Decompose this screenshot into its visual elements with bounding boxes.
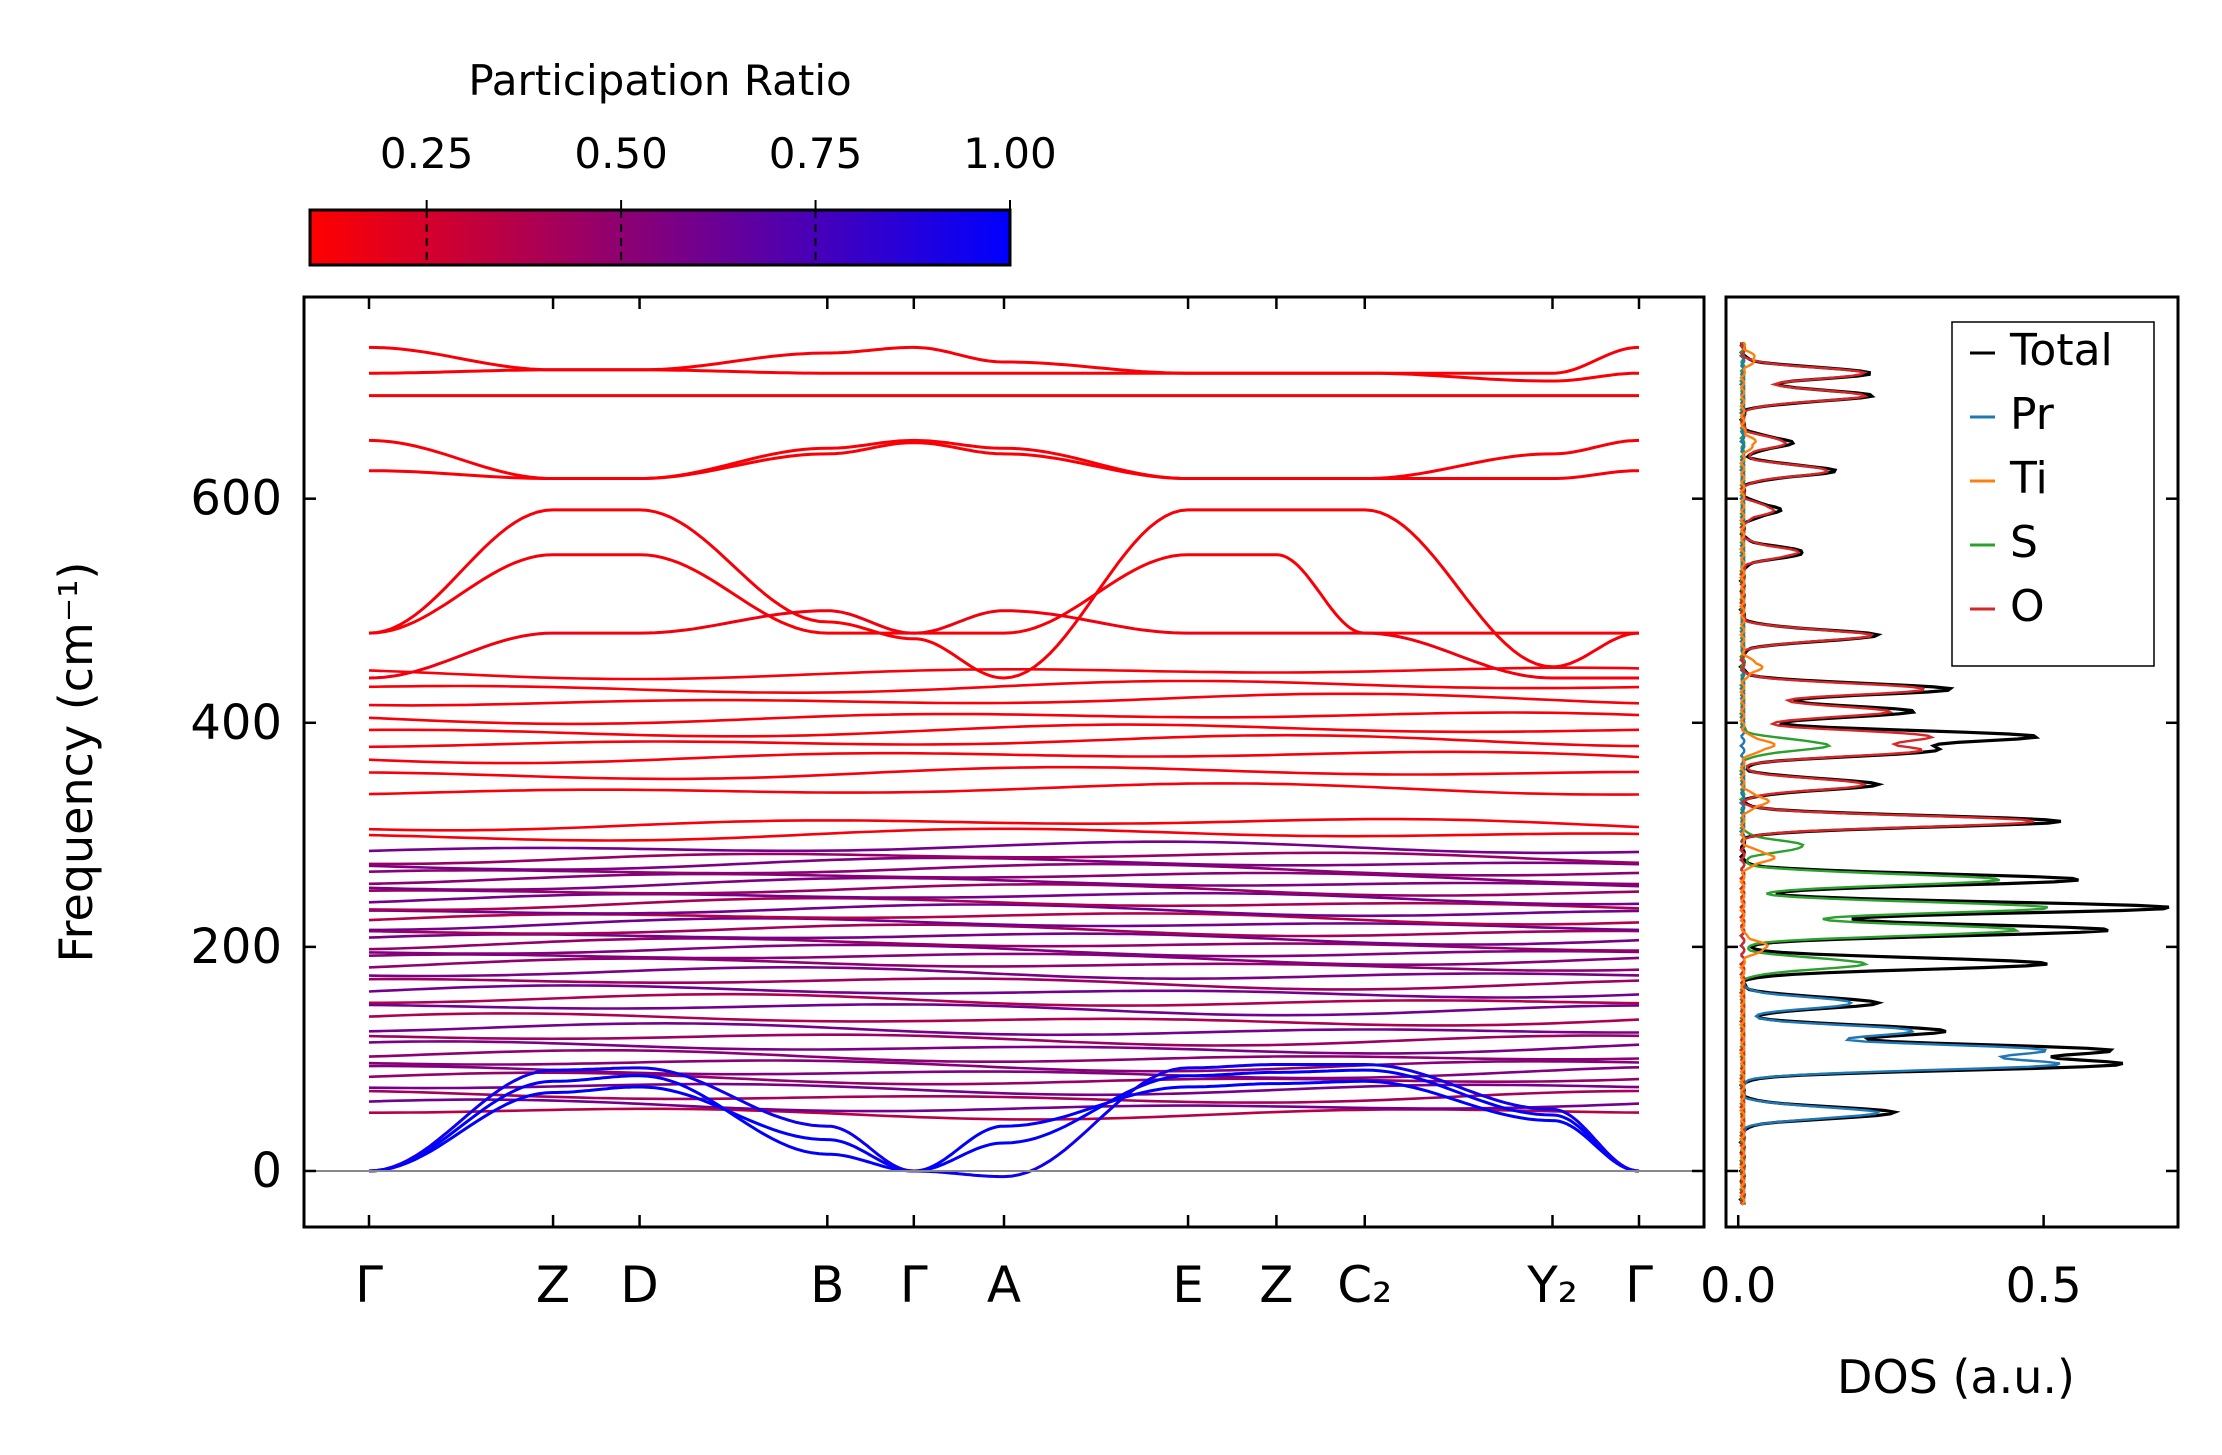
optical-band [368,733,1640,749]
acoustic-band [368,1068,1640,1173]
dos-tick-label: 0.5 [2005,1258,2081,1314]
frequency-axis: 0 200 400 600 [190,471,1704,1199]
optical-band [368,692,1640,707]
optical-band [368,923,1640,938]
colorbar-tick-label: 1.00 [963,129,1057,178]
optical-band [368,943,1640,958]
optical-band [368,1098,1640,1113]
optical-band [368,891,1640,906]
optical-band [368,817,1640,832]
optical-band [368,1049,1640,1063]
kpath-label: E [1172,1256,1204,1314]
optical-band [368,723,1640,738]
optical-band [368,782,1640,796]
kpath-label: D [620,1256,659,1314]
colorbar-tick-label: 0.50 [574,129,668,178]
optical-band [368,750,1640,765]
optical-band [369,903,1640,918]
frequency-axis-label: Frequency (cm⁻¹) [49,562,103,963]
optical-band [368,937,1639,952]
optical-band [368,1082,1640,1097]
kpath-label: Z [1259,1256,1293,1314]
colorbar: Participation Ratio 0.25 0.50 0.75 1.00 [308,56,1057,267]
optical-band [368,1089,1640,1104]
kpath-label: Z [536,1256,570,1314]
optical-band-dispersive [368,609,1639,680]
frequency-tick-label: 400 [190,695,282,751]
colorbar-tick-label: 0.25 [380,129,474,178]
optical-band [368,862,1640,877]
optical-band [368,896,1640,912]
acoustic-band [368,1079,1640,1173]
optical-band [368,1012,1640,1027]
optical-band [368,1003,1640,1017]
optical-band [368,966,1640,980]
optical-band [368,711,1640,726]
optical-band [369,992,1640,1007]
dos-series-ti [1738,341,1776,1206]
kpath-label: Γ [1625,1256,1653,1314]
kpath-label: Γ [900,1256,928,1314]
legend-label-s: S [2010,517,2038,568]
kpath-label: Γ [355,1256,383,1314]
dos-axis-label: DOS (a.u.) [1837,1350,2075,1404]
optical-band [368,827,1640,842]
frequency-tick-label: 0 [251,1143,282,1199]
optical-band-dispersive [368,553,1639,635]
optical-band [368,932,1640,946]
kpath-axis: Γ Z D B Γ A E Z C₂ Y₂ Γ [355,297,1653,1314]
colorbar-tick-label: 0.75 [769,129,863,178]
optical-band [369,1107,1640,1121]
legend-label-ti: Ti [2009,453,2048,504]
legend-label-pr: Pr [2010,389,2055,440]
optical-band [368,765,1640,781]
dos-legend: Total Pr Ti SO [1951,321,2155,667]
optical-band-dispersive [369,368,1639,383]
optical-band [368,957,1640,972]
optical-band-dispersive [368,508,1640,680]
optical-band [369,851,1640,866]
legend-label-o: O [2010,581,2045,632]
optical-band [368,666,1640,681]
optical-band [368,1059,1640,1073]
optical-band [368,952,1640,966]
frequency-tick-label: 200 [190,919,282,975]
optical-band [368,1033,1640,1047]
optical-band-dispersive [368,345,1640,375]
kpath-label: Y₂ [1526,1256,1578,1314]
optical-band [368,876,1640,891]
optical-band [368,840,1640,855]
optical-band [368,883,1640,897]
kpath-label: B [810,1256,844,1314]
dos-panel: 0.0 0.5 DOS (a.u.) Total Pr Ti SO [1700,295,2180,1404]
optical-band [368,977,1640,991]
colorbar-gradient [308,208,1012,267]
optical-band [368,679,1640,694]
acoustic-band [368,1063,1640,1179]
optical-band [368,984,1640,999]
kpath-label: A [987,1256,1021,1314]
legend-label-total: Total [2009,325,2113,376]
colorbar-ticks: 0.25 0.50 0.75 1.00 [380,129,1057,265]
optical-band [368,1021,1639,1037]
band-lines [368,345,1640,1179]
frequency-tick-label: 600 [190,471,282,527]
colorbar-label: Participation Ratio [468,56,851,105]
optical-band [368,1040,1640,1055]
optical-band [369,917,1640,932]
dos-axis: 0.0 0.5 [1700,497,2178,1314]
optical-band-dispersive [368,438,1640,480]
dos-tick-label: 0.0 [1700,1258,1776,1314]
legend-items: Total Pr Ti SO [1970,325,2113,632]
dos-lines [1738,341,2170,1206]
dos-plot-frame [1724,295,2180,1229]
kpath-label: C₂ [1337,1256,1392,1314]
optical-band [368,871,1640,886]
